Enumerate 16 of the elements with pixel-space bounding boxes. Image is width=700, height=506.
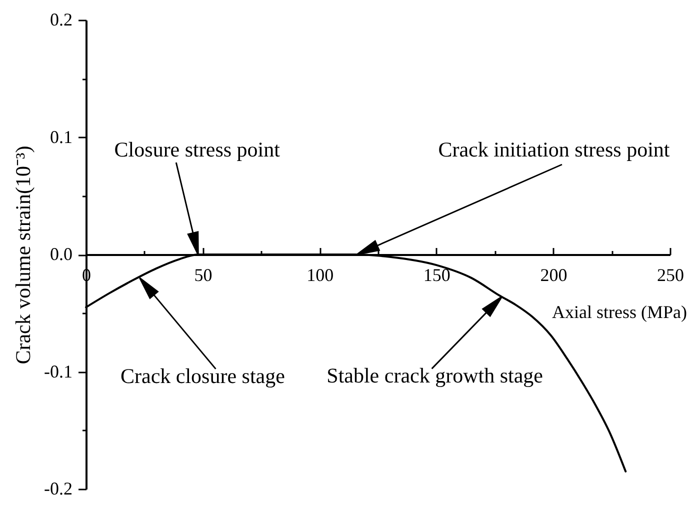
- x-tick-label: 50: [194, 265, 212, 285]
- y-tick-label: -0.2: [44, 478, 72, 498]
- y-tick-label: 0.1: [50, 126, 72, 147]
- annotation: Closure stress point: [114, 138, 280, 162]
- annotation: Crack closure stage: [120, 364, 285, 388]
- y-tick-label: 0.0: [50, 244, 72, 264]
- x-tick-label: 200: [540, 265, 568, 285]
- x-tick-label: 250: [657, 265, 684, 285]
- x-tick-label: 150: [423, 265, 450, 285]
- x-tick-label: 100: [306, 265, 334, 285]
- y-tick-label: 0.2: [50, 10, 72, 30]
- x-axis-title: Axial stress (MPa): [552, 302, 687, 322]
- annotation: Stable crack growth stage: [326, 364, 543, 388]
- annotation: Crack initiation stress point: [438, 138, 670, 162]
- y-tick-label: -0.1: [44, 361, 72, 382]
- y-axis-title: Crack volume strain(10⁻³): [11, 146, 36, 364]
